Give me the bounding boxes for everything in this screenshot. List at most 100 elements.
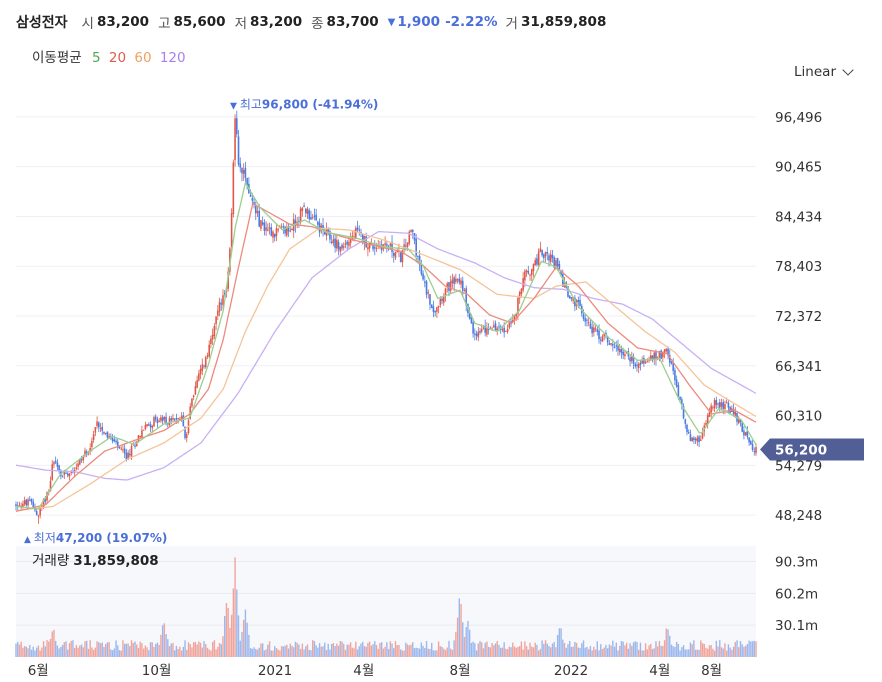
candle-body <box>215 316 217 325</box>
volume-bar <box>481 642 483 657</box>
candle-body <box>365 236 367 248</box>
candle-body <box>586 319 588 321</box>
candle-body <box>311 217 314 219</box>
volume-bar <box>65 641 67 657</box>
volume-bar <box>506 649 509 657</box>
candle-body <box>251 198 254 201</box>
volume-bar <box>650 643 652 657</box>
candle-body <box>323 232 326 235</box>
candle-body <box>134 445 136 447</box>
volume-bar <box>625 642 628 657</box>
candle-body <box>487 329 490 331</box>
volume-bar <box>729 647 731 657</box>
candle-body <box>291 228 293 231</box>
candle-body <box>498 326 500 328</box>
volume-bar <box>501 647 504 657</box>
volume-bar <box>17 641 19 657</box>
volume-bar <box>643 650 645 657</box>
candle-body <box>517 297 519 314</box>
volume-bar <box>151 642 153 657</box>
volume-bar <box>670 644 673 657</box>
volume-bar <box>341 641 343 657</box>
volume-bar <box>91 647 93 657</box>
scale-toggle-button[interactable]: Linear <box>794 64 854 80</box>
volume-bar <box>569 641 571 657</box>
volume-bar <box>605 644 607 657</box>
candle-body <box>301 207 304 211</box>
volume-bar <box>427 648 429 657</box>
ma-20-line <box>15 202 757 513</box>
volume-bar <box>54 640 57 657</box>
volume-bar <box>272 650 274 657</box>
volume-bar <box>213 640 216 657</box>
volume-bar <box>417 647 419 657</box>
volume-bar <box>73 647 76 657</box>
candle-body <box>32 501 35 508</box>
volume-bar <box>482 648 485 657</box>
volume-tick-label: 90.3m <box>775 555 818 571</box>
volume-bar <box>608 644 611 657</box>
ma-20-label[interactable]: 20 <box>108 50 127 66</box>
price-annotations: ▼ 최고96,800 (-41.94%) ▲ 최저47,200 (19.07%) <box>24 97 378 544</box>
volume-panel-value: 31,859,808 <box>73 553 159 569</box>
volume-bar <box>255 648 257 657</box>
candle-body <box>211 334 214 340</box>
volume-bar <box>420 642 423 657</box>
price-tick-label: 78,403 <box>775 259 822 275</box>
candle-body <box>556 258 559 267</box>
candle-body <box>161 417 164 422</box>
candle-body <box>184 426 186 439</box>
volume-bar <box>94 647 97 657</box>
volume-bar <box>139 641 141 657</box>
current-price-label: 56,200 <box>775 442 827 458</box>
volume-bar <box>418 648 421 657</box>
candle-body <box>156 419 159 424</box>
ma-60-label[interactable]: 60 <box>134 50 152 66</box>
candle-body <box>505 330 507 332</box>
volume-bar <box>634 641 636 657</box>
volume-bar <box>189 643 191 657</box>
volume-bar <box>130 640 133 657</box>
candle-body <box>455 278 457 282</box>
candle-body <box>534 260 537 266</box>
candle-body <box>182 415 185 427</box>
volume-bar <box>665 628 668 657</box>
moving-average-legend: 이동평균 5 20 60 120 <box>32 46 190 66</box>
time-tick-label: 8월 <box>449 663 470 679</box>
candle-body <box>165 416 167 425</box>
volume-bar <box>746 644 749 657</box>
ma-120-label[interactable]: 120 <box>159 50 186 66</box>
candle-body <box>515 314 518 316</box>
candle-body <box>237 136 240 165</box>
volume-bar <box>313 641 316 657</box>
candle-body <box>675 379 678 387</box>
candle-body <box>87 452 90 454</box>
volume-bar <box>220 644 222 657</box>
candle-body <box>427 292 430 294</box>
candle-body <box>129 453 131 456</box>
volume-bar <box>158 644 160 657</box>
candle-body <box>265 227 267 231</box>
volume-bar <box>577 647 580 657</box>
volume-bar <box>386 642 388 657</box>
candle-body <box>151 425 154 429</box>
volume-bar <box>631 645 633 657</box>
volume-bar <box>722 648 724 657</box>
volume-panel-label: 거래량 31,859,808 <box>32 549 159 569</box>
volume-bar <box>303 649 305 657</box>
volume-bar <box>201 647 203 657</box>
volume-bar <box>487 646 490 657</box>
volume-bar <box>49 638 52 657</box>
volume-bar <box>475 650 478 657</box>
volume-bar <box>172 642 174 657</box>
volume-bar <box>601 648 604 657</box>
volume-bar <box>701 643 704 657</box>
volume-bar <box>412 642 414 657</box>
candle-body <box>655 352 657 360</box>
volume-bar <box>301 643 304 657</box>
candle-body <box>336 239 338 249</box>
volume-bar <box>327 643 329 657</box>
ma-5-label[interactable]: 5 <box>91 50 101 66</box>
volume-bar <box>498 644 500 657</box>
